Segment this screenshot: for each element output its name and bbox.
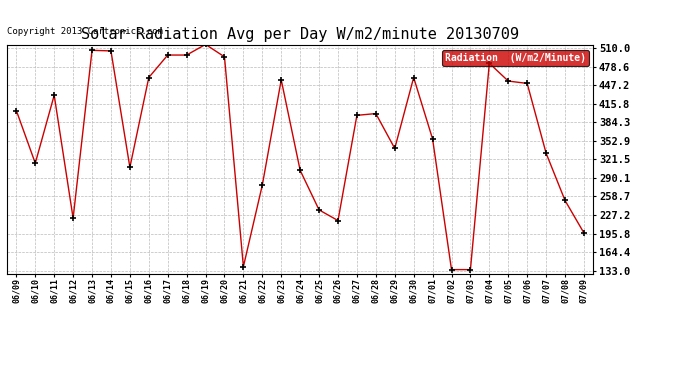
Title: Solar Radiation Avg per Day W/m2/minute 20130709: Solar Radiation Avg per Day W/m2/minute …	[81, 27, 519, 42]
Text: Copyright 2013 Cartronics.com: Copyright 2013 Cartronics.com	[7, 27, 163, 36]
Legend: Radiation  (W/m2/Minute): Radiation (W/m2/Minute)	[442, 50, 589, 66]
